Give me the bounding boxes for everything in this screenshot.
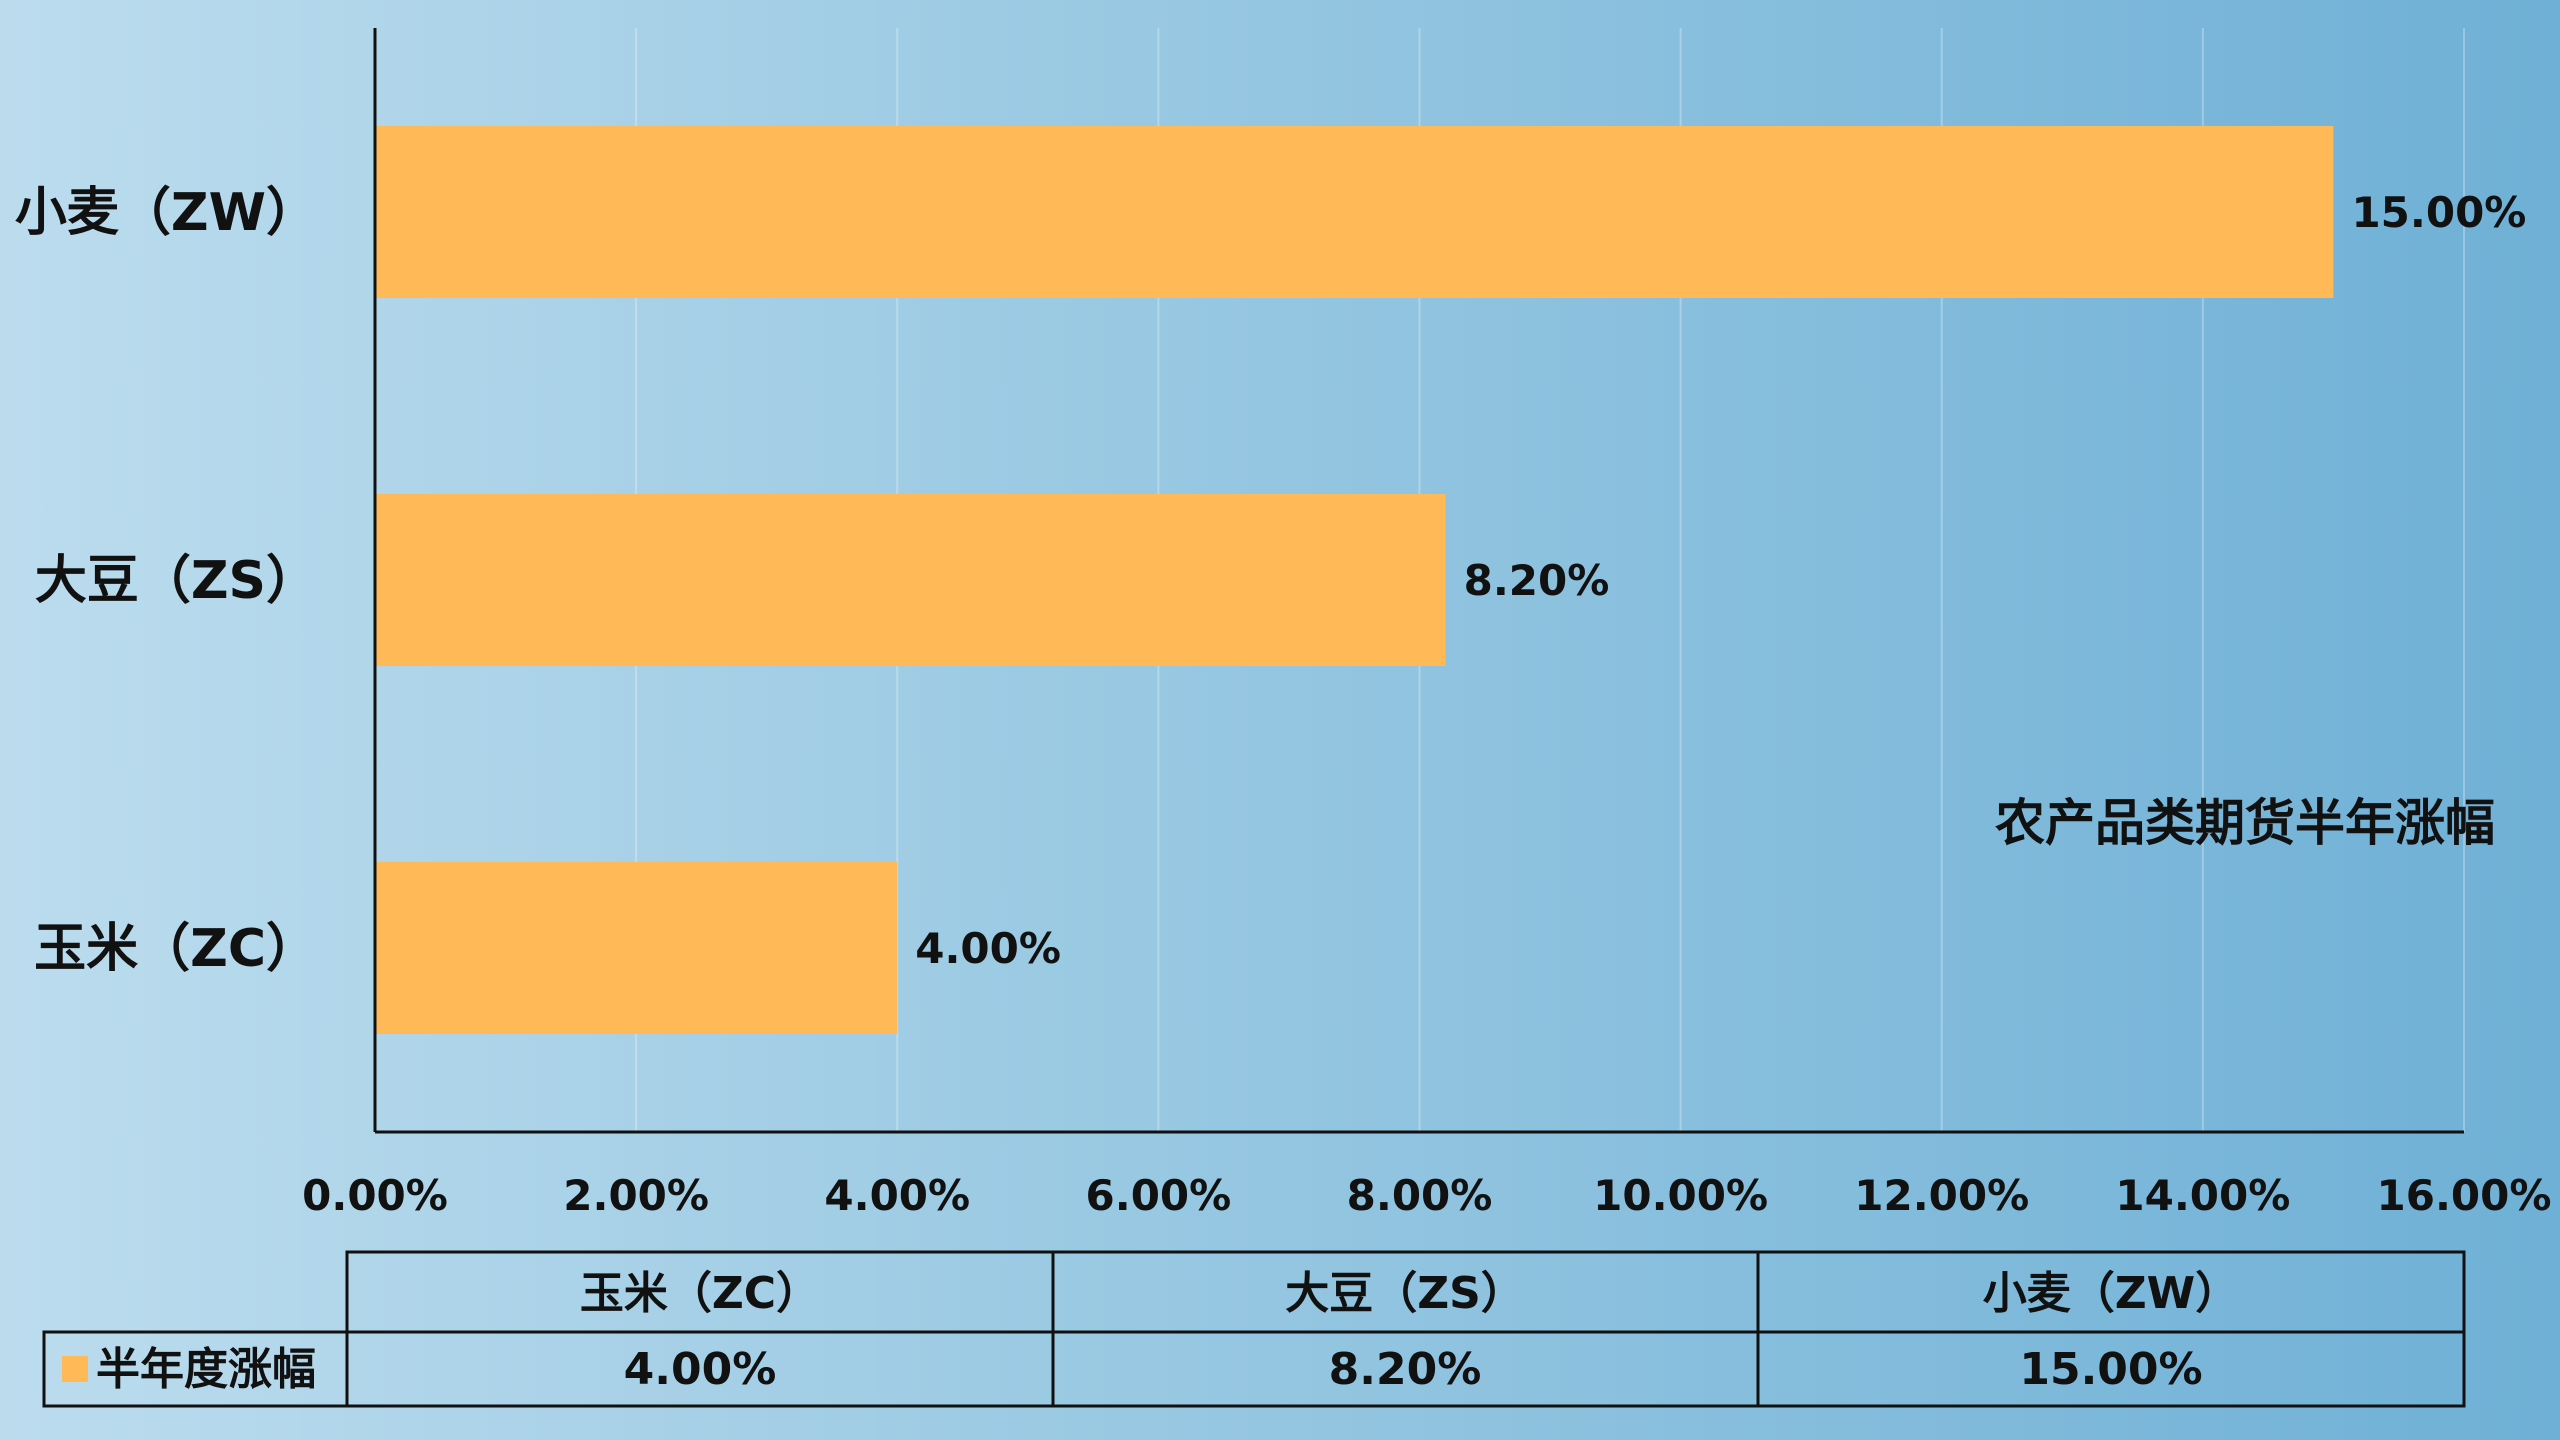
x-tick-label: 14.00% bbox=[2115, 1171, 2290, 1220]
data-label: 4.00% bbox=[915, 924, 1061, 973]
data-table-header-cell: 小麦（ZW） bbox=[1983, 1268, 2239, 1319]
data-table-cell: 15.00% bbox=[2019, 1344, 2202, 1395]
category-label: 玉米（ZC） bbox=[34, 919, 318, 979]
x-tick-label: 16.00% bbox=[2377, 1171, 2552, 1220]
axes bbox=[373, 28, 2464, 1134]
data-labels: 15.00% 8.20% 4.00% bbox=[915, 188, 2526, 973]
data-table-row-label: 半年度涨幅 bbox=[96, 1344, 316, 1395]
legend-key bbox=[62, 1356, 88, 1382]
x-tick-label: 0.00% bbox=[302, 1171, 448, 1220]
category-label: 大豆（ZS） bbox=[35, 551, 318, 611]
data-table-header-cell: 大豆（ZS） bbox=[1285, 1268, 1525, 1319]
x-tick-labels: 0.00% 2.00% 4.00% 6.00% 8.00% 10.00% 12.00% 14.… bbox=[302, 1171, 2551, 1220]
category-label: 小麦（ZW） bbox=[15, 183, 318, 243]
data-label: 15.00% bbox=[2351, 188, 2526, 237]
data-label: 8.20% bbox=[1464, 556, 1610, 605]
data-table-cell: 4.00% bbox=[624, 1344, 777, 1395]
x-tick-label: 4.00% bbox=[824, 1171, 970, 1220]
data-table-cell: 8.20% bbox=[1329, 1344, 1482, 1395]
data-table-header-cell: 玉米（ZC） bbox=[580, 1268, 820, 1319]
data-table: 玉米（ZC） 大豆（ZS） 小麦（ZW） 半年度涨幅 4.00% 8.20% 1… bbox=[42, 1250, 2466, 1408]
x-tick-label: 2.00% bbox=[563, 1171, 709, 1220]
x-tick-label: 10.00% bbox=[1593, 1171, 1768, 1220]
bars bbox=[375, 126, 2334, 1034]
bar bbox=[375, 494, 1446, 666]
x-tick-label: 6.00% bbox=[1086, 1171, 1232, 1220]
bar bbox=[375, 862, 898, 1034]
category-labels: 小麦（ZW） 大豆（ZS） 玉米（ZC） bbox=[15, 183, 318, 979]
x-tick-label: 12.00% bbox=[1854, 1171, 2029, 1220]
chart-title: 农产品类期货半年涨幅 bbox=[1995, 794, 2495, 852]
bar bbox=[375, 126, 2334, 298]
x-tick-label: 8.00% bbox=[1347, 1171, 1493, 1220]
data-table-row-box bbox=[42, 1330, 2466, 1408]
